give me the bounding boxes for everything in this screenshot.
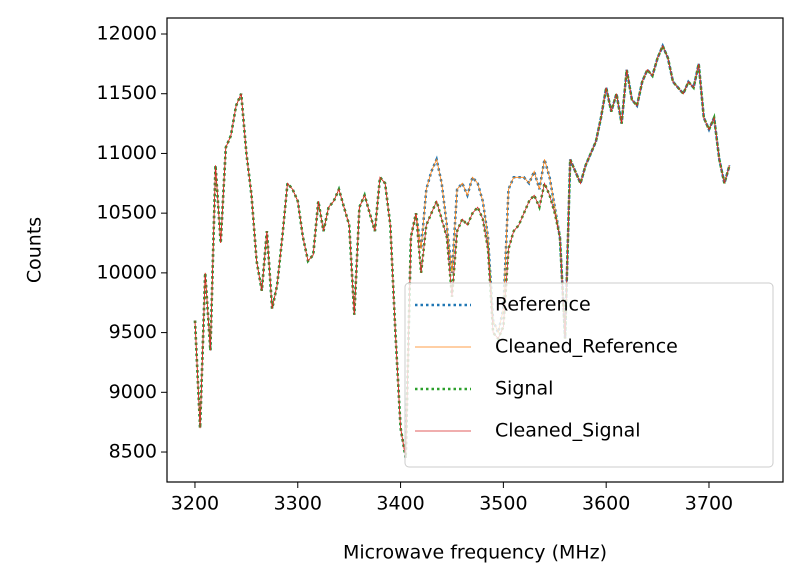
y-axis-label: Counts	[24, 217, 46, 283]
legend-label: Cleaned_Reference	[495, 336, 678, 358]
x-tick-label: 3200	[171, 493, 219, 515]
y-tick-label: 9500	[109, 321, 157, 343]
series-line	[194, 44, 730, 459]
x-tick-label: 3300	[274, 493, 322, 515]
legend-label: Reference	[495, 294, 591, 316]
y-tick-label: 11000	[97, 142, 157, 164]
legend-box	[404, 282, 774, 468]
legend-label: Signal	[495, 378, 553, 400]
y-tick-label: 11500	[97, 82, 157, 104]
y-tick-label: 10500	[97, 202, 157, 224]
y-tick-label: 12000	[97, 23, 157, 45]
y-tick-label: 10000	[97, 261, 157, 283]
x-axis-label: Microwave frequency (MHz)	[343, 542, 607, 564]
x-tick-label: 3400	[376, 493, 424, 515]
x-tick-label: 3600	[582, 493, 630, 515]
legend-label: Cleaned_Signal	[495, 420, 641, 442]
plot-frame	[166, 17, 784, 483]
x-tick-label: 3700	[685, 493, 733, 515]
y-tick-label: 9000	[109, 381, 157, 403]
y-tick-label: 8500	[109, 441, 157, 463]
x-tick-label: 3500	[479, 493, 527, 515]
